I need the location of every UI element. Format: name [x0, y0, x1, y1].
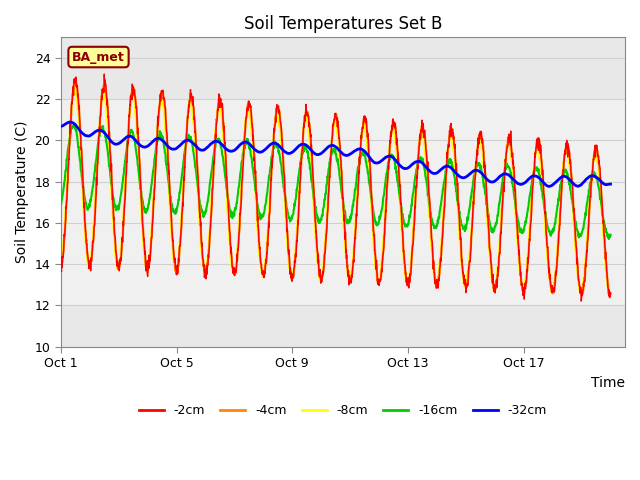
X-axis label: Time: Time	[591, 376, 625, 390]
Legend: -2cm, -4cm, -8cm, -16cm, -32cm: -2cm, -4cm, -8cm, -16cm, -32cm	[134, 399, 552, 422]
Title: Soil Temperatures Set B: Soil Temperatures Set B	[244, 15, 442, 33]
Text: BA_met: BA_met	[72, 50, 125, 63]
Y-axis label: Soil Temperature (C): Soil Temperature (C)	[15, 121, 29, 263]
Bar	[61, 99, 625, 305]
